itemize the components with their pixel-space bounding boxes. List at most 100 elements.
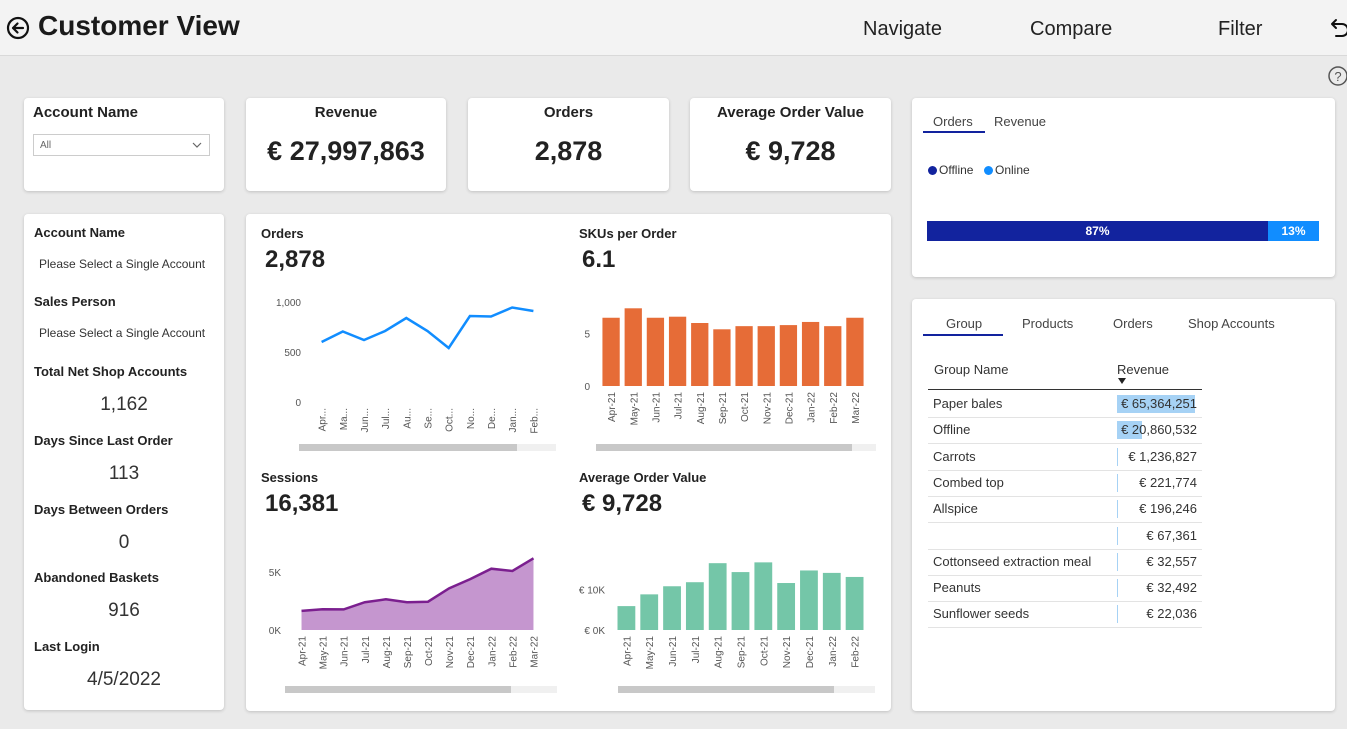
x-tick-label: Aug-21 <box>714 636 725 669</box>
column-header-revenue[interactable]: Revenue <box>1117 362 1170 377</box>
table-row-value[interactable]: € 65,364,251 <box>1121 396 1197 411</box>
filter-button[interactable]: Filter <box>1218 18 1263 40</box>
header-bar: Customer View Navigate Compare Filter <box>0 0 1347 56</box>
table-row-value[interactable]: € 22,036 <box>1146 606 1197 622</box>
table-row-value[interactable]: € 32,557 <box>1146 553 1197 569</box>
chart-bar <box>800 570 818 630</box>
row-divider <box>928 469 1202 471</box>
x-tick-label: Sep-21 <box>737 636 748 669</box>
sessions-chart-scrollbar[interactable] <box>285 686 557 693</box>
data-bar <box>1117 579 1118 598</box>
chart-bar <box>624 308 642 386</box>
table-row-name[interactable]: Peanuts <box>933 580 981 596</box>
table-row-value[interactable]: € 67,361 <box>1146 527 1197 543</box>
x-tick-label: Apr... <box>318 408 329 431</box>
table-row-value[interactable]: € 221,774 <box>1139 474 1197 490</box>
orders-chart-scrollbar[interactable] <box>299 444 556 451</box>
data-bar <box>1117 447 1119 466</box>
table-row-name[interactable]: Carrots <box>933 448 976 464</box>
sessions-chart-value: 16,381 <box>265 490 339 517</box>
x-tick-label: May-21 <box>319 636 330 670</box>
kpi-label: Revenue <box>314 104 378 121</box>
table-row-name[interactable]: Allspice <box>933 501 978 517</box>
data-bar <box>1117 526 1118 545</box>
x-tick-label: Oct-21 <box>424 636 435 666</box>
chart-bar <box>777 583 796 630</box>
chart-bar <box>731 572 750 630</box>
table-row-name[interactable]: Paper bales <box>933 396 1003 411</box>
back-arrow-icon[interactable] <box>6 16 30 40</box>
sort-descending-icon[interactable] <box>1117 378 1127 384</box>
scrollbar-thumb[interactable] <box>618 686 834 693</box>
tab-products[interactable]: Products <box>1022 316 1074 331</box>
table-row-name[interactable]: Offline <box>933 422 971 438</box>
x-tick-label: Apr-21 <box>607 392 618 422</box>
aov-chart-title: Average Order Value <box>579 470 707 485</box>
table-row-value[interactable]: € 1,236,827 <box>1128 448 1197 464</box>
compare-button[interactable]: Compare <box>1030 18 1113 40</box>
kpi-label: Average Order Value <box>716 104 865 121</box>
table-row-name[interactable]: Cottonseed extraction meal <box>933 553 1092 569</box>
online-segment[interactable]: 13% <box>1268 221 1319 241</box>
chart-bar <box>713 329 731 386</box>
navigate-button[interactable]: Navigate <box>863 18 942 40</box>
x-tick-label: May-21 <box>645 636 656 670</box>
undo-icon[interactable] <box>1328 16 1347 38</box>
kpi-value: 2,878 <box>534 136 603 166</box>
page-title: Customer View <box>38 10 240 41</box>
chart-bar <box>754 562 773 630</box>
scrollbar-thumb[interactable] <box>596 444 852 451</box>
offline-segment[interactable]: 87% <box>927 221 1269 241</box>
x-tick-label: Mar-22 <box>851 392 862 424</box>
tab-orders[interactable]: Orders <box>1113 316 1153 331</box>
account-name-label: Account Name <box>34 225 126 240</box>
chart-bar <box>602 317 620 386</box>
tab-group[interactable]: Group <box>946 316 983 331</box>
x-tick-label: Au... <box>402 408 413 429</box>
y-tick-label: 500 <box>284 348 301 359</box>
chart-bar <box>640 594 659 630</box>
last-login-label: Last Login <box>34 639 100 654</box>
scrollbar-thumb[interactable] <box>285 686 511 693</box>
row-divider <box>928 417 1202 418</box>
x-tick-label: Nov-21 <box>782 636 793 669</box>
skus-chart-scrollbar[interactable] <box>596 444 876 451</box>
help-icon[interactable]: ? <box>1328 66 1347 86</box>
table-row-value[interactable]: € 196,246 <box>1139 501 1197 517</box>
x-tick-label: Jan-22 <box>828 636 839 667</box>
x-tick-label: Dec-21 <box>784 392 795 425</box>
x-tick-label: Feb... <box>529 408 540 434</box>
last-login-value: 4/5/2022 <box>87 669 161 690</box>
scrollbar-thumb[interactable] <box>299 444 517 451</box>
account-slicer-card: Account Name All <box>24 98 224 191</box>
column-header-group-name[interactable]: Group Name <box>934 362 1009 377</box>
x-tick-label: De... <box>487 408 498 429</box>
slicer-label: Account Name <box>33 104 139 121</box>
x-tick-label: Jul... <box>381 408 392 429</box>
aov-chart-value: € 9,728 <box>582 490 663 517</box>
x-tick-label: Aug-21 <box>696 392 707 425</box>
chart-bar <box>801 321 820 386</box>
chart-bar <box>735 326 753 386</box>
tab-revenue[interactable]: Revenue <box>994 114 1047 129</box>
x-tick-label: Jul-21 <box>691 636 702 664</box>
tab-shop-accounts[interactable]: Shop Accounts <box>1188 316 1275 331</box>
legend-offline: Offline <box>928 163 973 177</box>
tab-orders[interactable]: Orders <box>933 114 973 129</box>
table-row-value[interactable]: € 32,492 <box>1146 580 1197 596</box>
account-name-dropdown[interactable]: All <box>33 134 210 156</box>
y-tick-label: 5 <box>584 330 590 341</box>
chart-bar <box>646 317 665 386</box>
row-divider <box>928 495 1202 497</box>
x-tick-label: Oct-21 <box>759 636 770 666</box>
chart-bar <box>757 326 775 386</box>
aov-chart-scrollbar[interactable] <box>618 686 875 693</box>
x-tick-label: Jun... <box>360 408 371 432</box>
table-row-value[interactable]: € 20,860,532 <box>1121 422 1197 438</box>
data-bar <box>1117 605 1118 624</box>
x-tick-label: Aug-21 <box>382 636 393 669</box>
table-row-name[interactable]: Sunflower seeds <box>933 606 1030 622</box>
row-divider <box>928 522 1202 524</box>
chart-bar <box>845 576 864 630</box>
table-row-name[interactable]: Combed top <box>933 474 1004 490</box>
